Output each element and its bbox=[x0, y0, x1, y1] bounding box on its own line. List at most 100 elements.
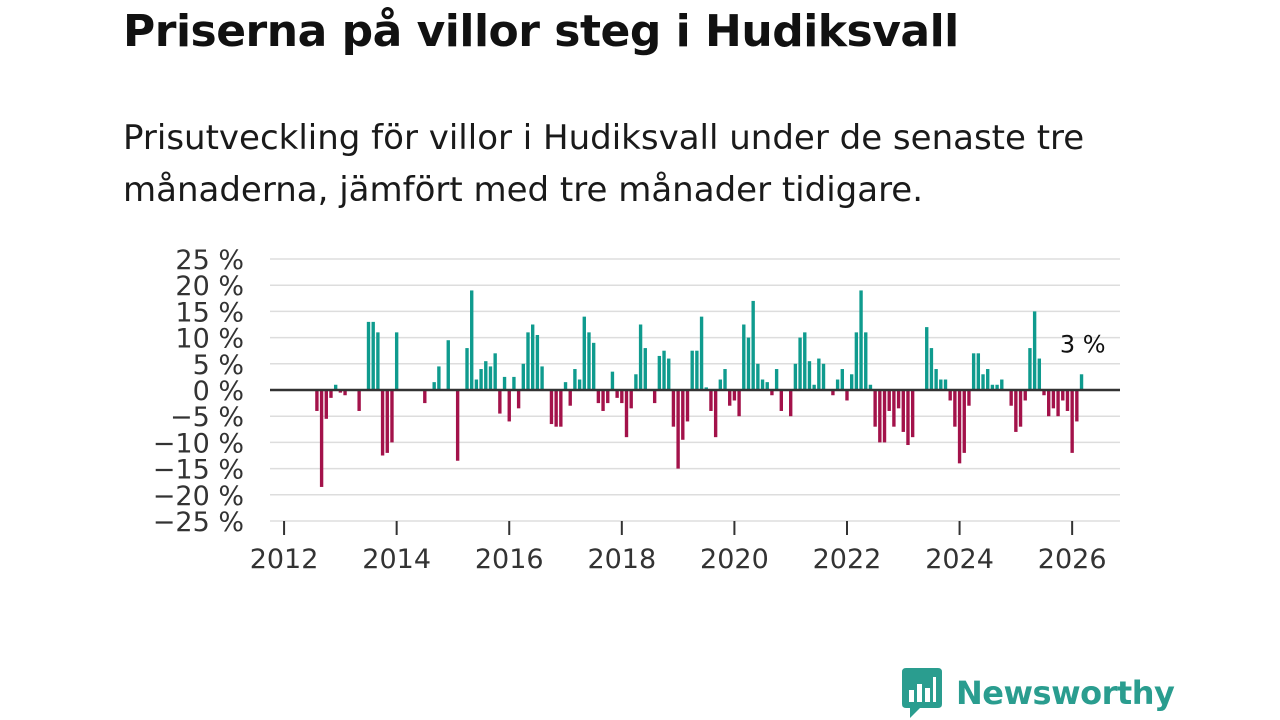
bar bbox=[470, 290, 474, 390]
bar bbox=[1070, 390, 1074, 453]
x-tick-label: 2024 bbox=[925, 544, 994, 575]
bar bbox=[343, 390, 347, 396]
bar bbox=[554, 390, 558, 427]
y-tick-label: 25 % bbox=[175, 245, 244, 276]
bar bbox=[324, 390, 328, 419]
bar bbox=[690, 350, 694, 390]
bar bbox=[465, 348, 469, 390]
bar bbox=[432, 382, 436, 390]
bar bbox=[817, 358, 821, 390]
bar bbox=[718, 379, 723, 390]
y-axis-ticks: 25 %20 %15 %10 %5 %0 %−5 %−10 %−15 %−20 … bbox=[153, 245, 244, 538]
bar bbox=[779, 390, 783, 411]
bar bbox=[484, 361, 488, 390]
bar bbox=[807, 361, 812, 390]
bar bbox=[662, 350, 666, 390]
bar bbox=[540, 366, 544, 390]
bar bbox=[887, 390, 891, 411]
y-tick-label: 0 % bbox=[193, 376, 244, 407]
bar bbox=[901, 390, 905, 432]
bar bbox=[357, 390, 361, 411]
bar bbox=[751, 300, 755, 390]
bar bbox=[929, 348, 934, 390]
bar-chart: 25 %20 %15 %10 %5 %0 %−5 %−10 %−15 %−20 … bbox=[153, 245, 1120, 575]
bar bbox=[704, 387, 708, 390]
bar bbox=[596, 390, 601, 404]
bar bbox=[366, 321, 371, 390]
bar bbox=[634, 374, 638, 390]
bar bbox=[798, 337, 802, 390]
bar bbox=[742, 324, 746, 390]
bar bbox=[878, 390, 882, 443]
bar bbox=[967, 390, 971, 406]
x-axis-ticks: 2012 2014 2016 2018 2020 2022 2024 2026 bbox=[250, 521, 1107, 575]
bar bbox=[845, 390, 849, 401]
bar bbox=[507, 390, 511, 422]
bar bbox=[376, 332, 380, 390]
last-value-annotation: 3 % bbox=[1060, 330, 1106, 358]
bar bbox=[1009, 390, 1013, 406]
bar bbox=[821, 363, 826, 390]
bar bbox=[568, 390, 572, 406]
bar bbox=[910, 390, 915, 438]
bar bbox=[615, 390, 619, 398]
bar bbox=[488, 366, 493, 390]
bar bbox=[770, 390, 774, 396]
bar bbox=[957, 390, 962, 464]
bar bbox=[854, 332, 859, 390]
bar bbox=[371, 321, 375, 390]
y-tick-label: 5 % bbox=[193, 350, 244, 381]
bar bbox=[498, 390, 502, 414]
bar bbox=[789, 390, 793, 417]
bar bbox=[995, 384, 999, 390]
bar bbox=[676, 390, 680, 469]
newsworthy-logo: Newsworthy bbox=[902, 668, 1175, 718]
y-tick-label: 10 % bbox=[175, 324, 244, 355]
bar bbox=[577, 379, 582, 390]
bar bbox=[479, 369, 483, 390]
bar bbox=[1056, 390, 1060, 417]
bar bbox=[582, 316, 586, 390]
bar bbox=[455, 390, 460, 461]
y-tick-label: −20 % bbox=[153, 481, 244, 512]
bar bbox=[390, 390, 394, 443]
y-tick-label: 15 % bbox=[175, 297, 244, 328]
bar bbox=[774, 369, 779, 390]
bar bbox=[962, 390, 966, 453]
bar bbox=[1037, 358, 1042, 390]
bar bbox=[474, 379, 479, 390]
bar bbox=[732, 390, 737, 401]
bar bbox=[601, 390, 605, 411]
bar bbox=[728, 390, 732, 406]
bar bbox=[315, 390, 319, 411]
bar bbox=[864, 332, 868, 390]
chart-title: Priserna på villor steg i Hudiksvall bbox=[123, 6, 959, 57]
bar bbox=[976, 353, 981, 390]
bar bbox=[493, 353, 497, 390]
bar bbox=[563, 382, 568, 390]
bar bbox=[657, 355, 662, 390]
brand-name: Newsworthy bbox=[956, 674, 1175, 712]
bar bbox=[516, 390, 521, 409]
bar bbox=[760, 379, 765, 390]
bar bbox=[840, 369, 844, 390]
x-tick-label: 2016 bbox=[475, 544, 544, 575]
x-tick-label: 2014 bbox=[362, 544, 431, 575]
y-tick-label: 20 % bbox=[175, 271, 244, 302]
bar bbox=[638, 324, 643, 390]
bar bbox=[896, 390, 901, 409]
bar bbox=[986, 369, 990, 390]
bar bbox=[953, 390, 957, 427]
bar bbox=[1065, 390, 1070, 411]
x-tick-label: 2012 bbox=[250, 544, 319, 575]
bar-series bbox=[315, 290, 1084, 487]
bar bbox=[746, 337, 751, 390]
bar bbox=[1061, 390, 1065, 401]
bar bbox=[521, 363, 525, 390]
bar bbox=[859, 290, 863, 390]
bar bbox=[591, 342, 596, 390]
bar bbox=[671, 390, 676, 427]
bar bbox=[685, 390, 690, 422]
bar bbox=[681, 390, 685, 440]
bar bbox=[1047, 390, 1051, 417]
